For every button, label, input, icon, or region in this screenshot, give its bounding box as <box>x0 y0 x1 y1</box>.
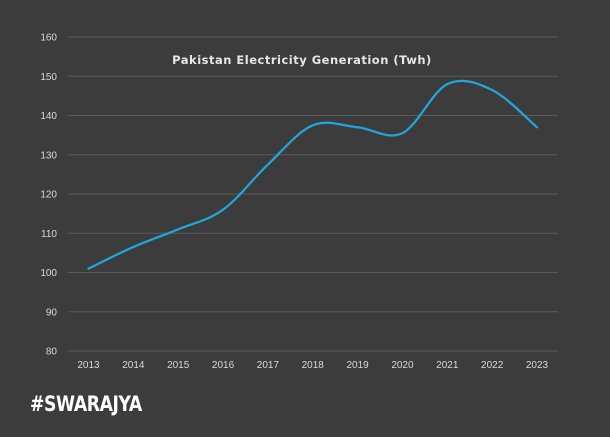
y-tick-label: 140 <box>40 111 57 122</box>
y-tick-label: 90 <box>46 307 58 318</box>
x-tick-label: 2013 <box>77 360 100 371</box>
x-tick-label: 2016 <box>212 360 235 371</box>
y-tick-label: 120 <box>40 190 57 201</box>
x-tick-label: 2019 <box>346 360 369 371</box>
x-axis-ticks: 2013 2014 2015 2016 2017 2018 2019 2020 2021 2022… <box>77 360 548 371</box>
y-tick-label: 80 <box>46 347 58 358</box>
y-tick-label: 110 <box>41 229 57 240</box>
y-tick-label: 160 <box>40 33 57 44</box>
y-axis-ticks: 160 150 140 130 120 110 100 90 80 <box>40 33 57 358</box>
y-tick-label: 100 <box>40 268 57 279</box>
x-tick-label: 2022 <box>481 360 504 371</box>
x-tick-label: 2014 <box>122 360 145 371</box>
y-tick-label: 130 <box>40 150 57 161</box>
x-tick-label: 2018 <box>302 360 325 371</box>
x-tick-label: 2017 <box>257 360 280 371</box>
x-tick-label: 2015 <box>167 360 190 371</box>
series-line <box>87 79 539 270</box>
x-tick-label: 2021 <box>436 360 459 371</box>
series-layer <box>87 79 539 270</box>
chart-title: Pakistan Electricity Generation (Twh) <box>172 53 432 67</box>
x-tick-label: 2023 <box>526 360 549 371</box>
gridlines <box>68 36 558 352</box>
y-tick-label: 150 <box>40 72 57 83</box>
brand-watermark: #SWARAJYA <box>30 392 142 416</box>
x-tick-label: 2020 <box>391 360 414 371</box>
